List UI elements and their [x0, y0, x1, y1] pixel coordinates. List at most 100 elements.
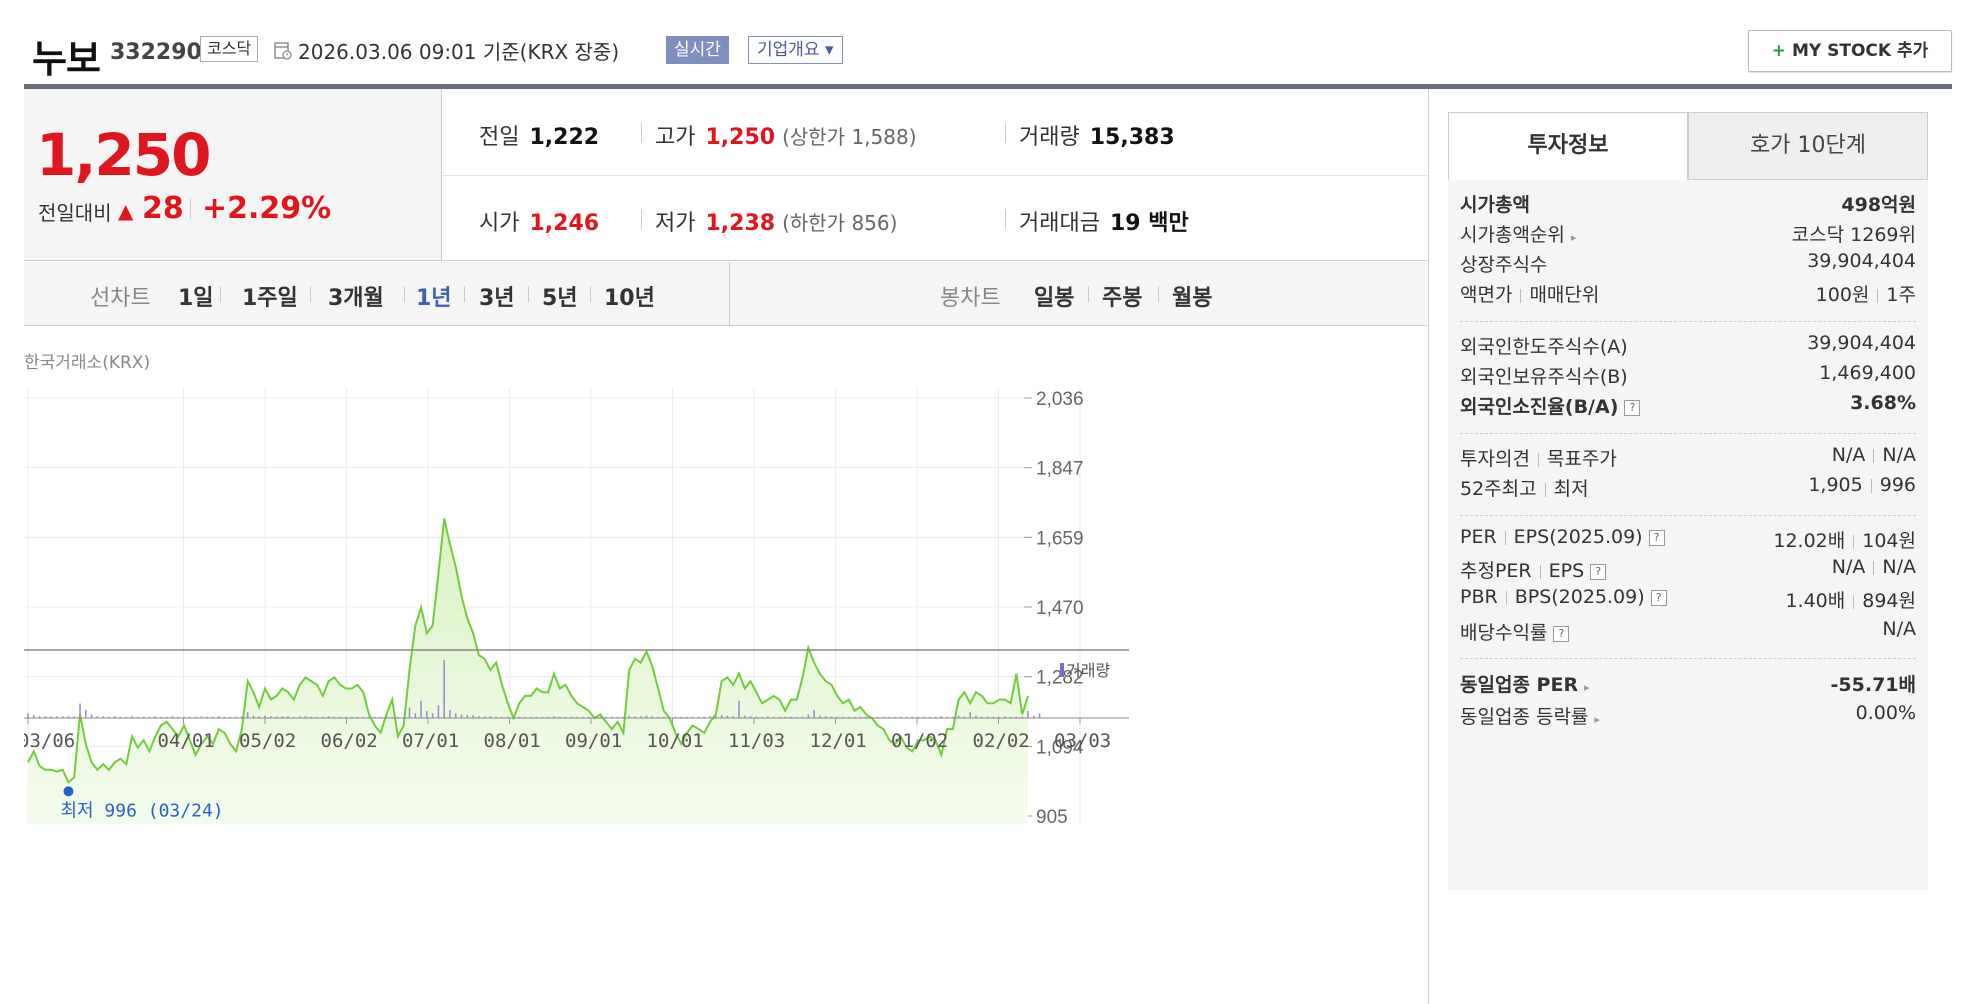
price-stats: 전일 1,222 고가 1,250 (상한가 1,588) 거래량 15,383 시가… — [443, 89, 1427, 261]
sector-per-value: -55.71배 — [1830, 674, 1916, 696]
tab-1year[interactable]: 1년 — [416, 286, 452, 311]
volume-bar — [223, 716, 226, 718]
volume-bar — [992, 716, 995, 718]
help-icon[interactable]: ? — [1650, 589, 1667, 606]
volume-bar — [530, 716, 532, 718]
row-label: 동일업종 PER — [1460, 674, 1579, 696]
volume-bar — [743, 715, 746, 718]
eps-value: 104원 — [1862, 530, 1916, 552]
volume-bar — [414, 713, 417, 718]
volume-bar — [524, 716, 526, 718]
x-tick-label: 07/01 — [402, 730, 459, 752]
volume-bar — [587, 716, 590, 718]
sector-change-value: 0.00% — [1855, 702, 1916, 724]
divider — [1158, 286, 1159, 302]
candle-chart-title: 봉차트 — [940, 286, 1001, 311]
target-value: N/A — [1882, 444, 1916, 466]
volume-bar — [795, 716, 798, 718]
row-label: EPS(2025.09) — [1513, 526, 1643, 548]
row-label: 매매단위 — [1529, 284, 1600, 306]
chevron-right-icon: ▸ — [1594, 713, 1600, 726]
volume-legend-label: 거래량 — [1066, 662, 1110, 680]
volume-bar — [298, 716, 301, 718]
volume-bar — [755, 716, 758, 718]
stat-low: 저가 1,238 (하한가 856) — [655, 205, 897, 237]
volume-bar — [1032, 715, 1035, 718]
company-overview-dropdown[interactable]: 기업개요 ▾ — [748, 36, 843, 64]
volume-bar — [541, 716, 544, 718]
sector-change-link[interactable]: 동일업종 등락률 ▸ — [1460, 702, 1600, 729]
tab-5years[interactable]: 5년 — [542, 286, 578, 311]
tab-1week[interactable]: 1주일 — [242, 286, 298, 311]
volume-bar — [848, 716, 850, 718]
tab-order-book[interactable]: 호가 10단계 — [1688, 112, 1928, 180]
tab-investment-info[interactable]: 투자정보 — [1448, 112, 1688, 180]
add-my-stock-button[interactable]: + MY STOCK 추가 — [1748, 30, 1952, 72]
tab-3months[interactable]: 3개월 — [328, 286, 384, 311]
volume-bar — [940, 716, 943, 718]
volume-bar — [379, 716, 382, 718]
help-icon[interactable]: ? — [1624, 399, 1641, 416]
volume-bar — [749, 716, 752, 718]
volume-bar — [663, 716, 665, 718]
volume-bar — [85, 709, 87, 718]
bps-value: 894원 — [1862, 590, 1916, 612]
row-per-eps: PER EPS(2025.09)? 12.02배 104원 — [1460, 526, 1916, 556]
help-icon[interactable]: ? — [1590, 563, 1607, 580]
divider — [1870, 478, 1872, 493]
low-label: 최저 996 (03/24) — [60, 800, 223, 821]
foreign-hold-value: 1,469,400 — [1819, 362, 1916, 384]
volume-bar — [651, 716, 654, 718]
divider — [1873, 448, 1875, 463]
chevron-right-icon: ▸ — [1584, 681, 1590, 694]
volume-bar — [871, 716, 873, 718]
volume-bar — [888, 716, 891, 718]
stat-amount: 거래대금 19 백만 — [1019, 205, 1189, 237]
volume-bar — [952, 716, 954, 718]
volume-bar — [483, 716, 486, 718]
volume-bar — [113, 716, 116, 718]
tab-3years[interactable]: 3년 — [479, 286, 515, 311]
row-dividend: 배당수익률? N/A — [1460, 618, 1916, 648]
divider — [1539, 564, 1541, 579]
volume-bar — [206, 716, 208, 718]
volume-bar — [1038, 713, 1041, 718]
sector-per-link[interactable]: 동일업종 PER ▸ — [1460, 670, 1590, 697]
volume-bar — [761, 716, 763, 718]
volume-bar — [634, 716, 636, 718]
row-label: 액면가 — [1460, 284, 1513, 306]
volume-bar — [738, 700, 740, 718]
help-icon[interactable]: ? — [1648, 529, 1665, 546]
realtime-button[interactable]: 실시간 — [666, 36, 729, 64]
help-icon[interactable]: ? — [1553, 625, 1570, 642]
volume-bar — [830, 716, 833, 718]
low-marker — [63, 786, 74, 797]
tab-weekly-candle[interactable]: 주봉 — [1102, 286, 1143, 311]
stat-label: 고가 — [655, 125, 696, 150]
volume-bar — [327, 716, 330, 718]
x-tick-label: 08/01 — [484, 730, 541, 752]
cap-rank-link[interactable]: 시가총액순위 ▸ — [1460, 220, 1576, 247]
volume-bar — [154, 716, 156, 718]
divider — [1853, 594, 1855, 609]
volume-bar — [697, 716, 700, 718]
tab-1day[interactable]: 1일 — [178, 286, 214, 311]
stat-value: 15,383 — [1089, 125, 1175, 150]
tab-monthly-candle[interactable]: 월봉 — [1172, 286, 1213, 311]
volume-bar — [397, 716, 399, 718]
row-label: 추정PER — [1460, 560, 1532, 582]
tab-daily-candle[interactable]: 일봉 — [1034, 286, 1075, 311]
divider — [528, 286, 529, 302]
volume-bar — [443, 660, 445, 718]
divider — [1005, 123, 1006, 143]
volume-bar — [293, 716, 295, 718]
stat-label: 전일 — [479, 125, 520, 150]
volume-bar — [732, 716, 735, 718]
panel-tabs: 투자정보 호가 10단계 — [1448, 112, 1928, 180]
row-pbr-bps: PBR BPS(2025.09)? 1.40배 894원 — [1460, 586, 1916, 616]
volume-bar — [645, 715, 648, 718]
stat-value: 1,238 — [705, 211, 776, 236]
divider — [1537, 452, 1539, 467]
tab-10years[interactable]: 10년 — [604, 286, 655, 311]
volume-bar — [362, 716, 365, 718]
